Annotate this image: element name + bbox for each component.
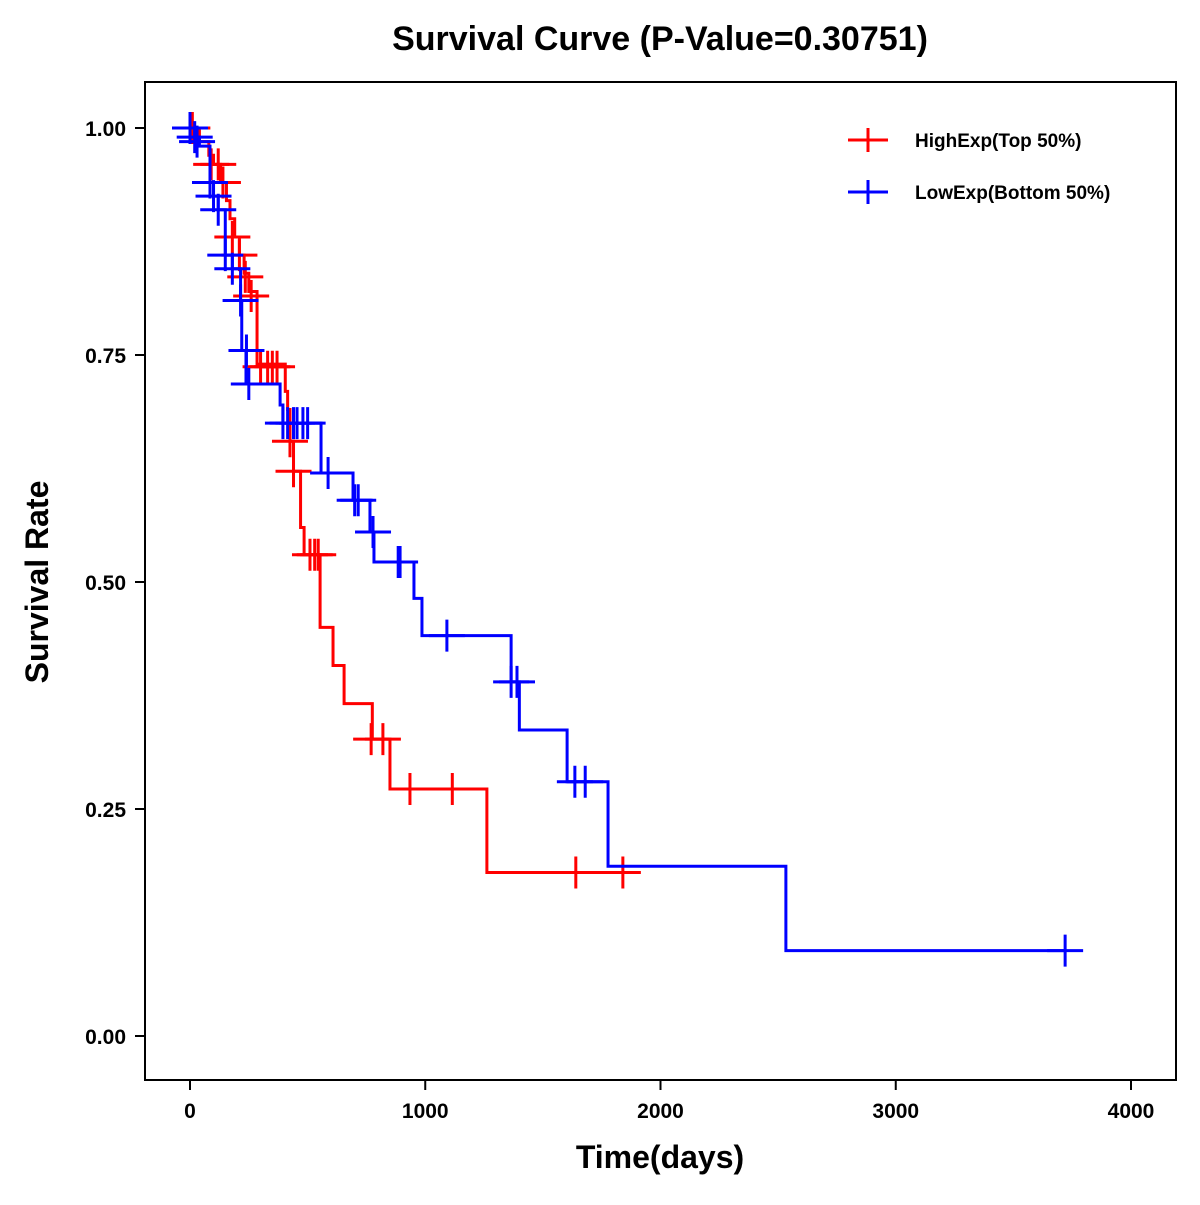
y-tick-label: 0.75 — [85, 345, 126, 368]
censor-mark — [428, 619, 465, 652]
series-0 — [174, 112, 641, 889]
legend-label-low: LowExp(Bottom 50%) — [915, 183, 1110, 204]
legend-label-high: HighExp(Top 50%) — [915, 131, 1081, 152]
y-tick-label: 1.00 — [85, 118, 126, 141]
censor-mark — [191, 166, 228, 199]
censor-mark — [275, 455, 312, 488]
censor-mark — [271, 425, 308, 458]
censor-mark — [200, 148, 237, 181]
censor-mark — [214, 252, 251, 285]
survival-step-line — [190, 126, 1066, 953]
x-axis-label: Time(days) — [576, 1139, 744, 1175]
survival-step-line — [190, 126, 630, 875]
censor-mark — [310, 457, 347, 490]
x-axis: 0 1000 2000 3000 4000 — [184, 1080, 1154, 1123]
legend: HighExp(Top 50%) LowExp(Bottom 50%) — [848, 128, 1110, 204]
y-axis: 0.00 0.25 0.50 0.75 1.00 — [85, 118, 145, 1049]
censor-mark — [604, 856, 641, 889]
series-layer — [172, 112, 1084, 967]
x-tick-label: 3000 — [872, 1100, 919, 1123]
censor-mark — [228, 334, 265, 367]
censor-mark — [382, 546, 419, 579]
y-tick-label: 0.50 — [85, 572, 126, 595]
censor-mark — [1047, 934, 1084, 967]
censor-mark — [230, 368, 267, 401]
censor-mark — [355, 516, 392, 549]
censor-mark — [214, 220, 251, 253]
x-tick-label: 2000 — [637, 1100, 684, 1123]
censor-mark — [391, 773, 428, 806]
x-tick-label: 4000 — [1108, 1100, 1155, 1123]
x-tick-label: 1000 — [402, 1100, 449, 1123]
censor-mark — [340, 484, 377, 517]
y-tick-label: 0.25 — [85, 799, 126, 822]
censor-mark — [222, 284, 259, 317]
censor-mark — [259, 350, 296, 383]
censor-mark — [233, 279, 270, 312]
censor-mark — [434, 773, 471, 806]
censor-mark — [179, 125, 216, 158]
censor-mark — [557, 856, 594, 889]
y-axis-label: Survival Rate — [19, 481, 55, 684]
x-tick-label: 0 — [184, 1100, 196, 1123]
censor-mark — [207, 239, 244, 272]
censor-mark — [200, 193, 237, 226]
censor-mark — [172, 112, 208, 144]
censor-mark — [176, 121, 213, 154]
censor-mark — [364, 723, 401, 756]
plot-frame — [144, 81, 1177, 1081]
censor-mark — [567, 765, 604, 798]
censor-mark — [300, 538, 337, 571]
censor-mark — [195, 180, 232, 213]
y-tick-label: 0.00 — [85, 1026, 126, 1049]
chart-title: Survival Curve (P-Value=0.30751) — [392, 20, 928, 58]
censor-mark — [498, 665, 535, 698]
series-1 — [172, 112, 1084, 967]
censor-mark — [289, 407, 326, 440]
